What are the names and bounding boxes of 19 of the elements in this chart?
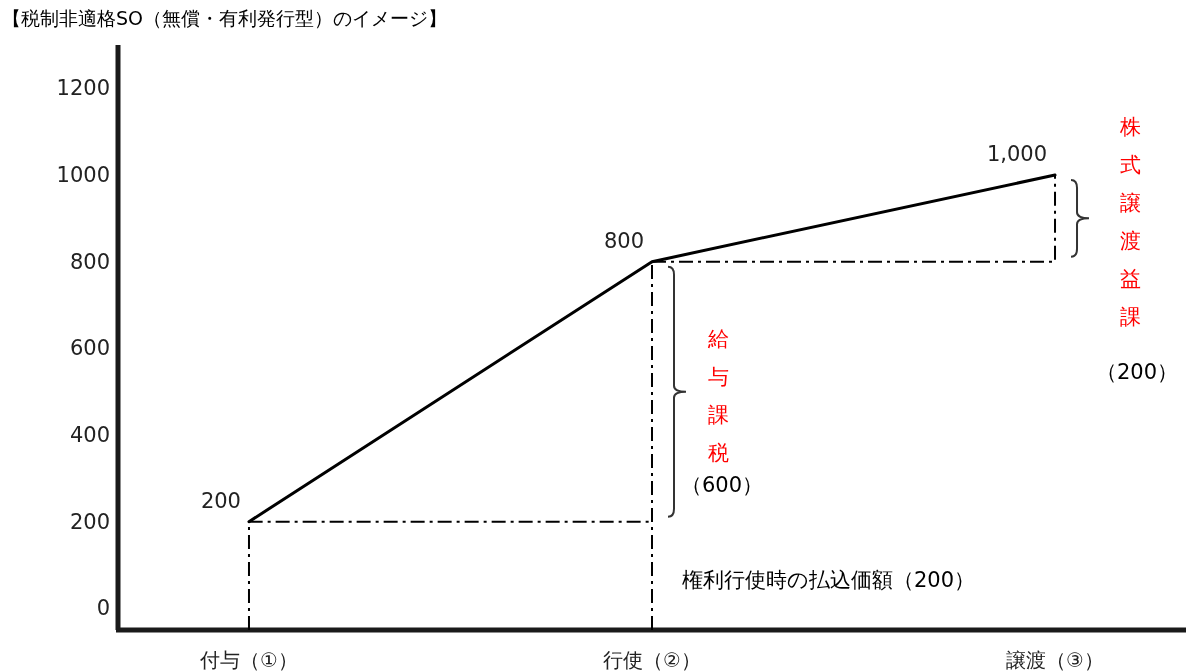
y-tick-label: 1000 xyxy=(56,163,110,187)
annotation: （200） xyxy=(1095,360,1179,384)
y-tick-label: 0 xyxy=(96,596,110,621)
x-tick-label: 譲渡（③） xyxy=(1006,648,1104,672)
y-tick-label: 200 xyxy=(69,509,110,534)
y-tick-label: 800 xyxy=(69,249,110,274)
annotation: 給与課税 xyxy=(706,327,729,465)
data-label: 200 xyxy=(200,488,241,513)
data-label: 1,000 xyxy=(986,142,1048,166)
y-tick-label: 600 xyxy=(69,336,110,361)
annotation: 株式譲渡益課 xyxy=(1118,115,1141,329)
data-label: 800 xyxy=(603,228,644,253)
annotation: （600） xyxy=(680,473,764,498)
annotation: 権利行使時の払込価額（200） xyxy=(682,568,976,593)
y-tick-label: 400 xyxy=(69,423,110,447)
x-tick-label: 付与（①） xyxy=(199,648,298,672)
x-tick-label: 行使（②） xyxy=(603,648,701,672)
chart-title: 【税制非適格SO（無償・有利発行型）のイメージ】 xyxy=(2,7,448,29)
y-tick-label: 1200 xyxy=(56,76,110,101)
